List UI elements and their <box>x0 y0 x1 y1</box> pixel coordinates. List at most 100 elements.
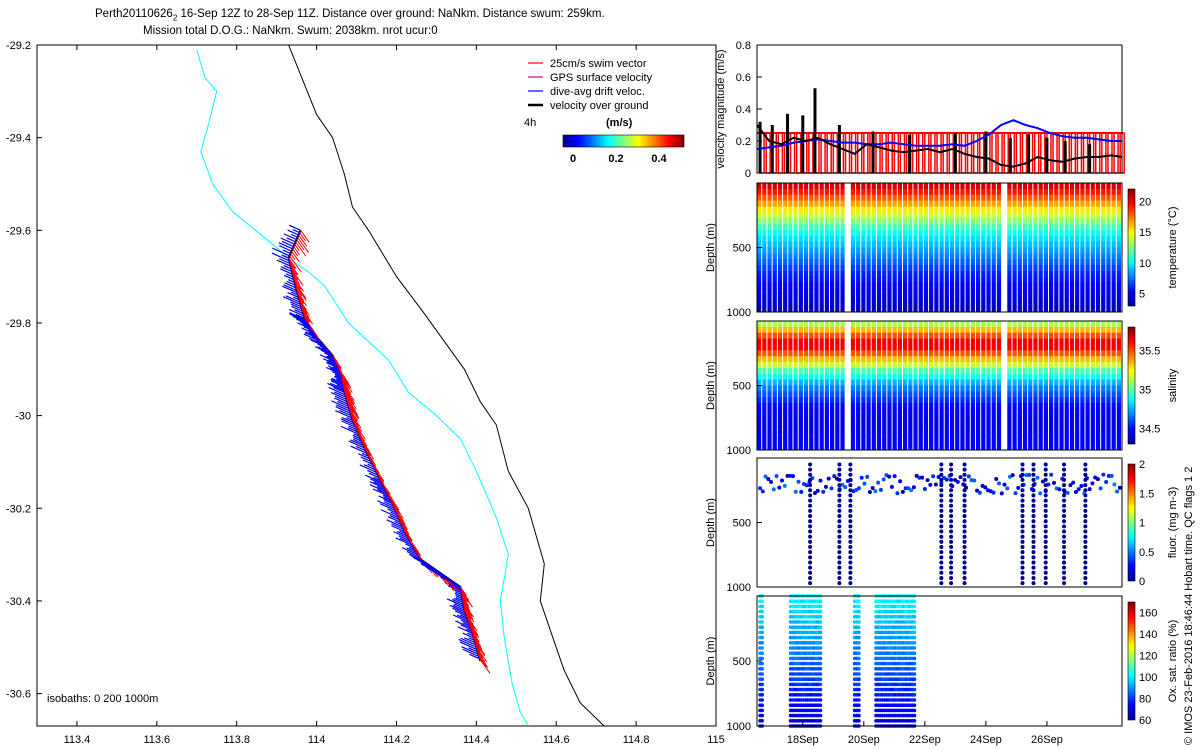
profile-cell <box>861 276 866 284</box>
profile-cell <box>949 379 955 386</box>
profile-cell <box>934 306 939 313</box>
profile-cell <box>788 282 793 290</box>
drift-vector <box>279 258 291 265</box>
profile-cell <box>903 253 908 260</box>
profile-cell <box>1022 426 1028 433</box>
profile-cell <box>1069 385 1075 392</box>
profile-cell <box>861 332 866 340</box>
profile-cell <box>892 253 897 260</box>
profile-cell <box>949 247 955 254</box>
profile-cell <box>814 282 819 290</box>
profile-cell <box>1007 218 1012 225</box>
profile-cell <box>1116 426 1121 433</box>
fluor-profile-point <box>949 529 954 534</box>
profile-cell <box>986 183 991 190</box>
drift-vector <box>370 478 383 485</box>
swim-vector <box>291 271 299 281</box>
profile-cell <box>1022 414 1028 422</box>
fluor-profile-point <box>1043 488 1048 493</box>
profile-cell <box>803 356 809 363</box>
drift-vector <box>323 358 337 366</box>
profile-cell <box>903 332 908 340</box>
profile-cell <box>939 206 944 213</box>
profile-cell <box>934 379 939 386</box>
swim-vector <box>341 381 352 395</box>
fluor-profile-point <box>962 503 967 508</box>
profile-cell <box>923 332 929 340</box>
profile-cell <box>1028 321 1033 328</box>
profile-cell <box>939 235 944 243</box>
profile-cell <box>955 194 960 202</box>
profile-cell <box>981 356 986 363</box>
profile-cell <box>1090 235 1095 243</box>
profile-cell <box>835 362 840 369</box>
drift-vector <box>283 274 295 281</box>
profile-cell <box>850 206 856 213</box>
profile-cell <box>986 391 991 398</box>
red-bar <box>856 132 863 174</box>
profile-cell <box>976 367 981 375</box>
oxygen-point <box>760 708 764 713</box>
profile-cell <box>918 306 923 313</box>
profile-cell <box>923 385 929 392</box>
profile-cell <box>1043 321 1048 328</box>
profile-cell <box>788 235 793 243</box>
profile-cell <box>788 300 793 307</box>
profile-cell <box>803 408 809 416</box>
fluor-point <box>1115 489 1120 494</box>
fluor-profile-point <box>949 467 954 472</box>
fluor-profile-point <box>1083 467 1088 472</box>
profile-cell <box>1101 259 1106 266</box>
profile-cell <box>955 218 960 225</box>
profile-cell <box>819 326 824 334</box>
profile-cell <box>1069 362 1075 369</box>
profile-cell <box>1101 253 1106 260</box>
profile-cell <box>913 229 918 237</box>
profile-cell <box>996 321 1002 328</box>
profile-cell <box>908 397 913 404</box>
fluor-profile-point <box>1043 477 1048 482</box>
profile-cell <box>996 194 1002 202</box>
profile-cell <box>1033 356 1038 363</box>
profile-cell <box>918 438 923 445</box>
profile-cell <box>1054 367 1059 375</box>
profile-cell <box>1111 397 1116 404</box>
profile-cell <box>887 391 892 398</box>
profile-cell <box>991 241 996 248</box>
profile-cell <box>1080 247 1085 254</box>
profile-cell <box>798 235 803 243</box>
profile-cell <box>1038 420 1043 428</box>
profile-cell <box>835 367 840 375</box>
profile-cell <box>929 306 934 313</box>
profile-cell <box>887 241 892 248</box>
profile-cell <box>762 362 767 369</box>
swim-vector <box>293 246 300 256</box>
profile-cell <box>1054 350 1059 357</box>
profile-cell <box>908 414 913 422</box>
profile-cell <box>824 241 829 248</box>
profile-cell <box>976 420 981 428</box>
map-xtick-label: 114.6 <box>543 734 570 746</box>
drift-vector <box>369 484 387 493</box>
profile-cell <box>1069 276 1075 284</box>
profile-cell <box>882 194 887 202</box>
drift-vector <box>294 309 304 315</box>
profile-cell <box>923 344 929 351</box>
fluor-profile-point <box>1083 545 1088 550</box>
profile-cell <box>949 224 955 231</box>
profile-cell <box>887 367 892 375</box>
profile-cell <box>981 432 986 439</box>
fluor-profile-point <box>848 581 853 586</box>
fluor-point <box>972 478 977 483</box>
profile-cell <box>970 276 975 284</box>
profile-cell <box>1054 300 1059 307</box>
profile-cell <box>876 362 882 369</box>
profile-cell <box>809 224 814 231</box>
oxygen-point <box>760 661 764 666</box>
drift-vector <box>280 266 293 273</box>
profile-cell <box>981 270 986 278</box>
swim-vector <box>341 378 347 386</box>
profile-cell <box>809 426 814 433</box>
profile-cell <box>876 350 882 357</box>
